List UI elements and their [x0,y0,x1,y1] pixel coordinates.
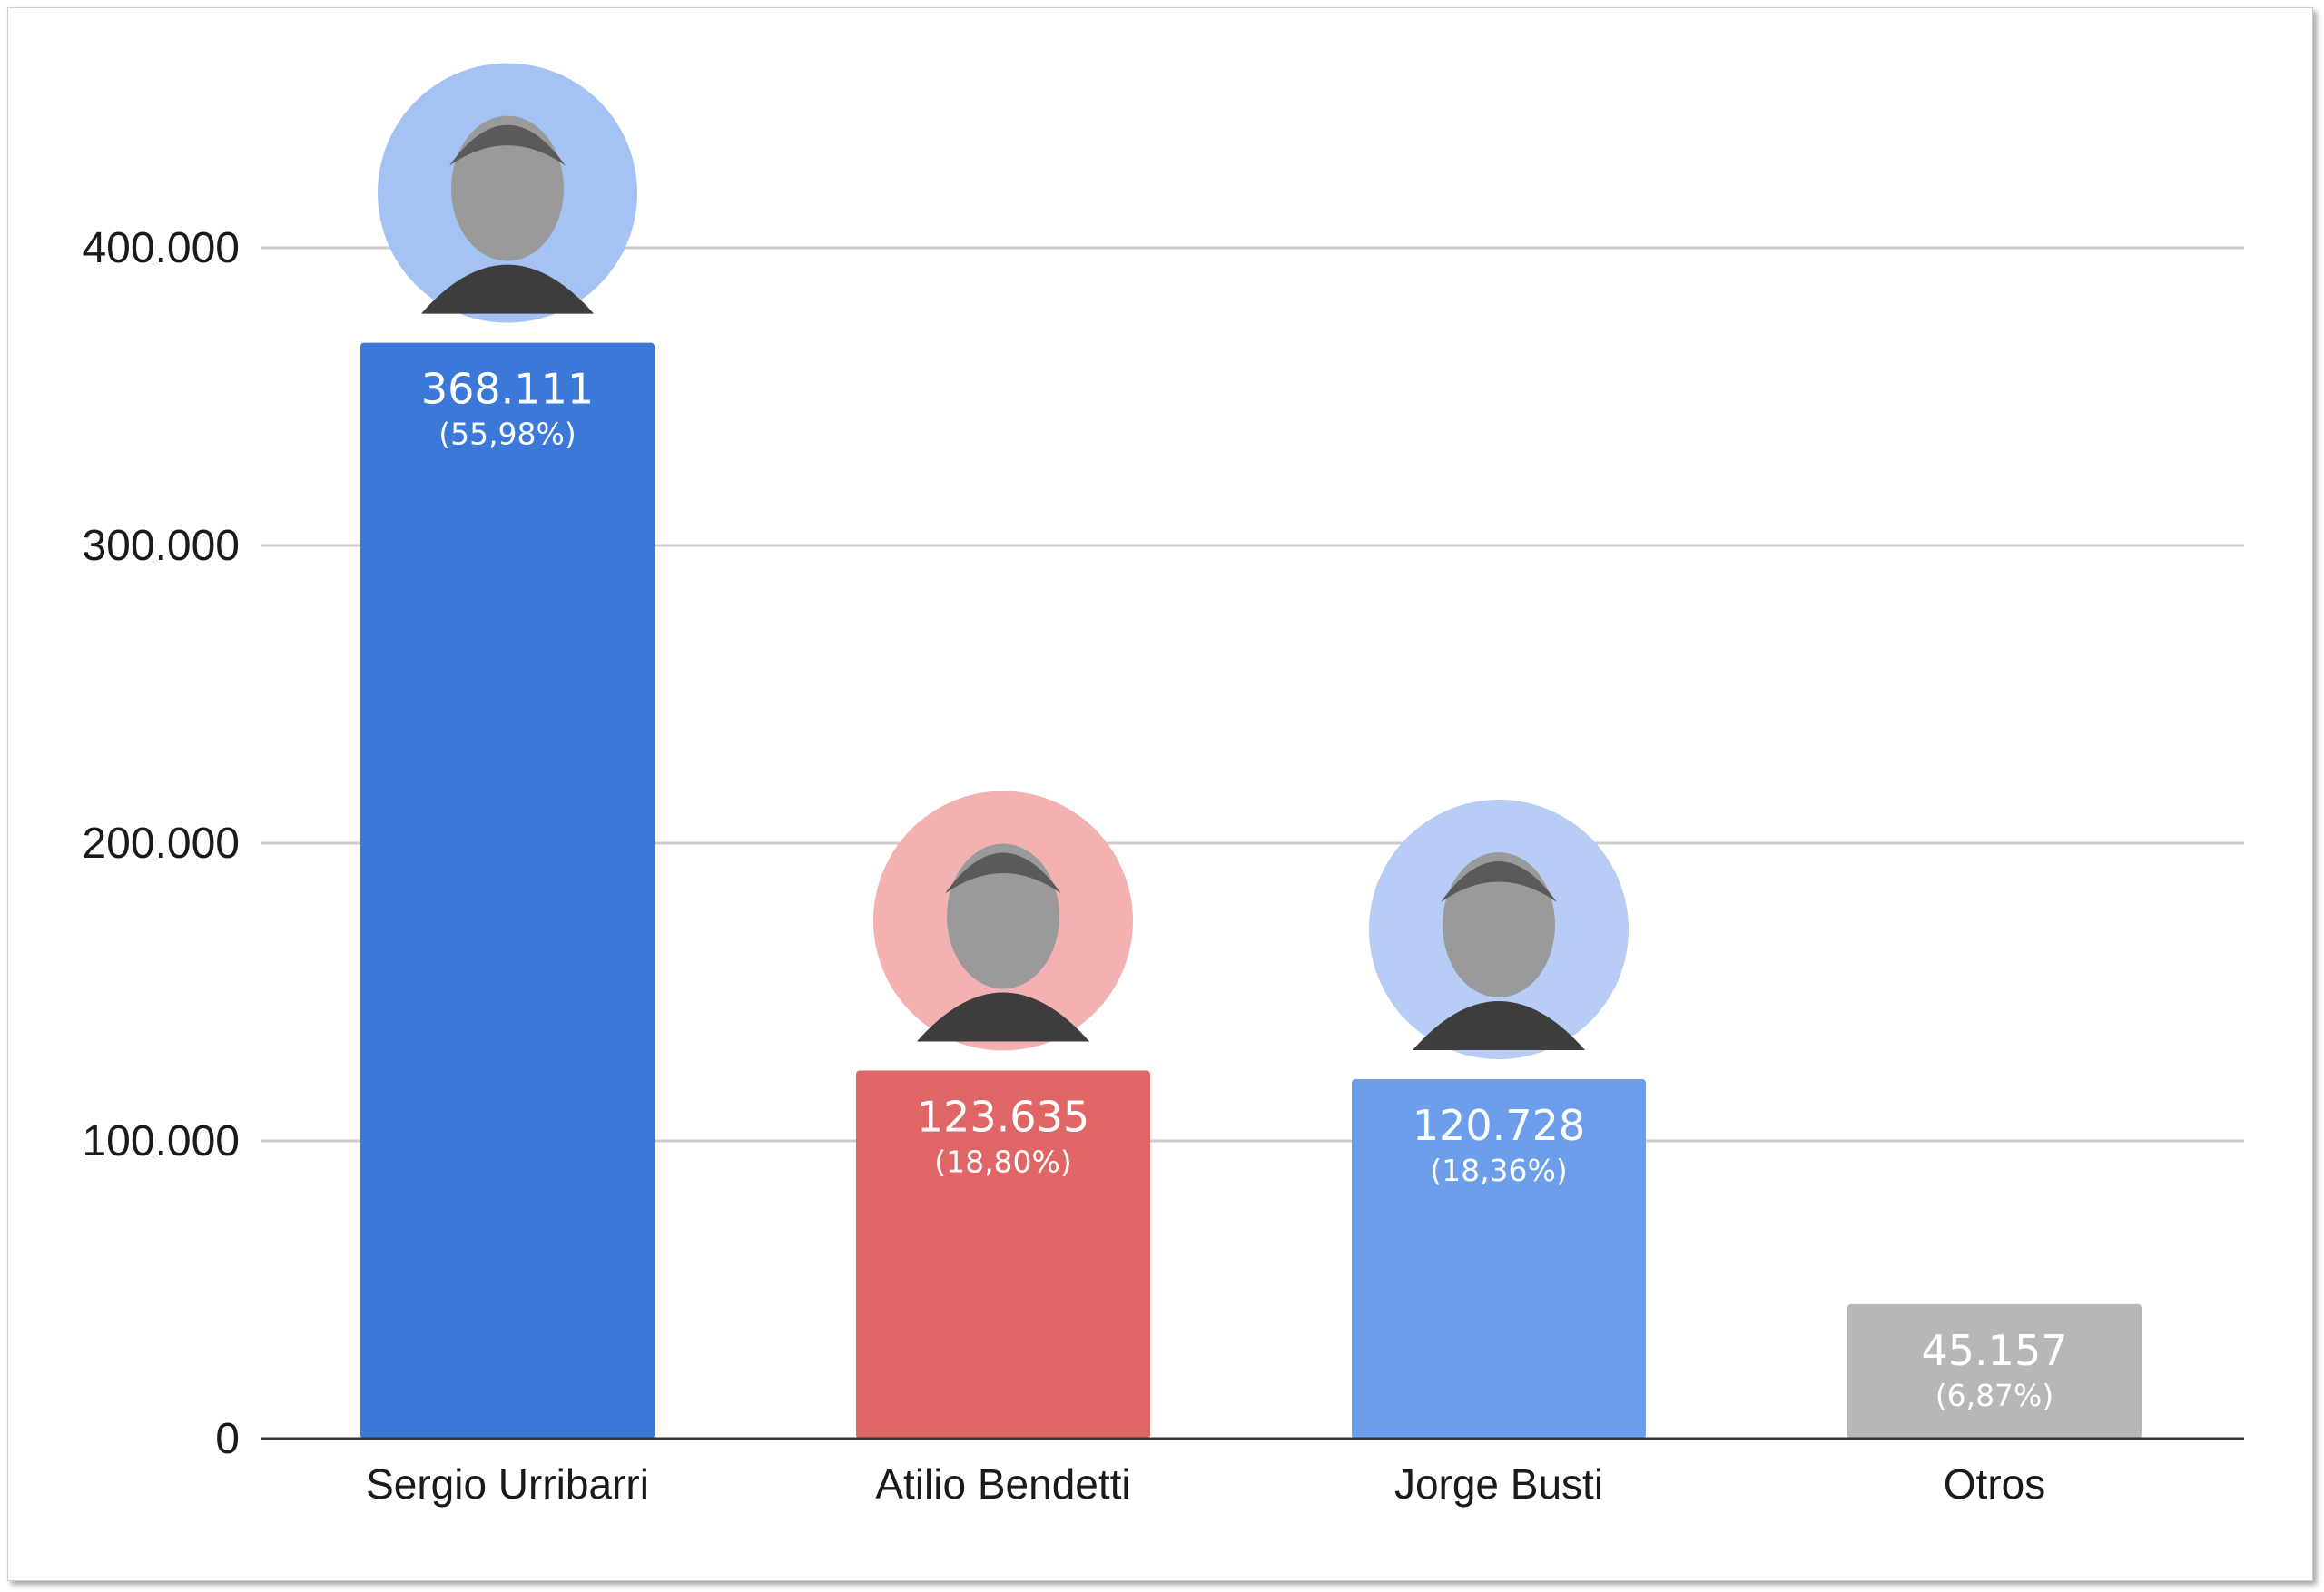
portrait-face [1443,852,1555,998]
portraits [378,63,1629,1060]
y-tick-label: 0 [215,1415,240,1463]
bar-atilio-bendetti [856,1070,1150,1439]
portrait-shoulders [1413,1001,1585,1051]
value-label-jorge-busti: 120.728 [1413,1101,1585,1150]
portrait-jorge-busti [1369,800,1629,1060]
data-labels: 368.111(55,98%) 123.635(18,80%) 120.728(18… [421,365,2068,1413]
y-tick-label: 100.000 [82,1117,240,1165]
y-tick-label: 400.000 [82,224,240,272]
portrait-hair [1441,861,1557,903]
category-label-atilio-bendetti: Atilio Bendetti [875,1460,1130,1508]
portrait-face [947,843,1059,989]
percent-label-sergio-urribarri: (55,98%) [438,417,576,452]
category-label-sergio-urribarri: Sergio Urribarri [366,1460,649,1508]
portrait-sergio-urribarri [378,63,637,323]
bar-sergio-urribarri [360,342,655,1439]
y-tick-label: 300.000 [82,522,240,570]
x-axis-categories: Sergio Urribarri Atilio Bendetti Jorge Bus… [366,1460,2045,1508]
y-axis-ticks: 0 100.000 200.000 300.000 400.000 [82,224,240,1463]
percent-label-jorge-busti: (18,36%) [1430,1153,1568,1188]
percent-label-atilio-bendetti: (18,80%) [934,1144,1072,1179]
portrait-atilio-bendetti [873,791,1133,1051]
portrait-hair [945,852,1061,894]
category-label-jorge-busti: Jorge Busti [1394,1460,1603,1508]
value-label-atilio-bendetti: 123.635 [917,1092,1089,1141]
y-tick-label: 200.000 [82,820,240,868]
portrait-face [451,115,564,261]
percent-label-otros: (6,87%) [1935,1378,2054,1413]
bar-jorge-busti [1352,1079,1646,1439]
bar-otros [1847,1303,2142,1439]
portrait-shoulders [421,264,594,314]
portrait-shoulders [917,992,1089,1042]
bars [360,342,2142,1439]
value-label-sergio-urribarri: 368.111 [421,365,594,414]
portrait-hair [449,124,566,166]
category-label-otros: Otros [1944,1460,2045,1508]
value-label-otros: 45.157 [1922,1326,2068,1375]
